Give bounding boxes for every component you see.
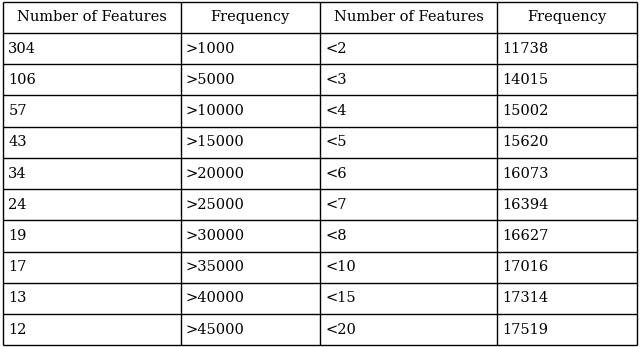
Text: <6: <6 xyxy=(325,167,347,180)
Text: 16073: 16073 xyxy=(502,167,549,180)
Text: 17519: 17519 xyxy=(502,323,548,337)
Text: >45000: >45000 xyxy=(186,323,244,337)
Text: 13: 13 xyxy=(8,291,27,305)
Text: <20: <20 xyxy=(325,323,356,337)
Text: >15000: >15000 xyxy=(186,135,244,149)
Text: 12: 12 xyxy=(8,323,27,337)
Text: <7: <7 xyxy=(325,198,347,212)
Text: <2: <2 xyxy=(325,42,347,56)
Text: Number of Features: Number of Features xyxy=(334,10,484,24)
Text: 17: 17 xyxy=(8,260,27,274)
Text: Number of Features: Number of Features xyxy=(17,10,167,24)
Text: 19: 19 xyxy=(8,229,27,243)
Text: >5000: >5000 xyxy=(186,73,236,87)
Text: 17314: 17314 xyxy=(502,291,548,305)
Text: 16394: 16394 xyxy=(502,198,549,212)
Text: >20000: >20000 xyxy=(186,167,244,180)
Text: <4: <4 xyxy=(325,104,347,118)
Text: 57: 57 xyxy=(8,104,27,118)
Text: Frequency: Frequency xyxy=(527,10,607,24)
Text: 11738: 11738 xyxy=(502,42,548,56)
Text: >1000: >1000 xyxy=(186,42,236,56)
Text: 15002: 15002 xyxy=(502,104,549,118)
Text: >40000: >40000 xyxy=(186,291,244,305)
Text: <5: <5 xyxy=(325,135,347,149)
Text: 15620: 15620 xyxy=(502,135,549,149)
Text: >35000: >35000 xyxy=(186,260,244,274)
Text: Frequency: Frequency xyxy=(211,10,290,24)
Text: 17016: 17016 xyxy=(502,260,548,274)
Text: 106: 106 xyxy=(8,73,36,87)
Text: 16627: 16627 xyxy=(502,229,549,243)
Text: >30000: >30000 xyxy=(186,229,245,243)
Text: 14015: 14015 xyxy=(502,73,548,87)
Text: >25000: >25000 xyxy=(186,198,244,212)
Text: 304: 304 xyxy=(8,42,36,56)
Text: <15: <15 xyxy=(325,291,356,305)
Text: <10: <10 xyxy=(325,260,356,274)
Text: 34: 34 xyxy=(8,167,27,180)
Text: <3: <3 xyxy=(325,73,347,87)
Text: 24: 24 xyxy=(8,198,27,212)
Text: >10000: >10000 xyxy=(186,104,244,118)
Text: <8: <8 xyxy=(325,229,347,243)
Text: 43: 43 xyxy=(8,135,27,149)
